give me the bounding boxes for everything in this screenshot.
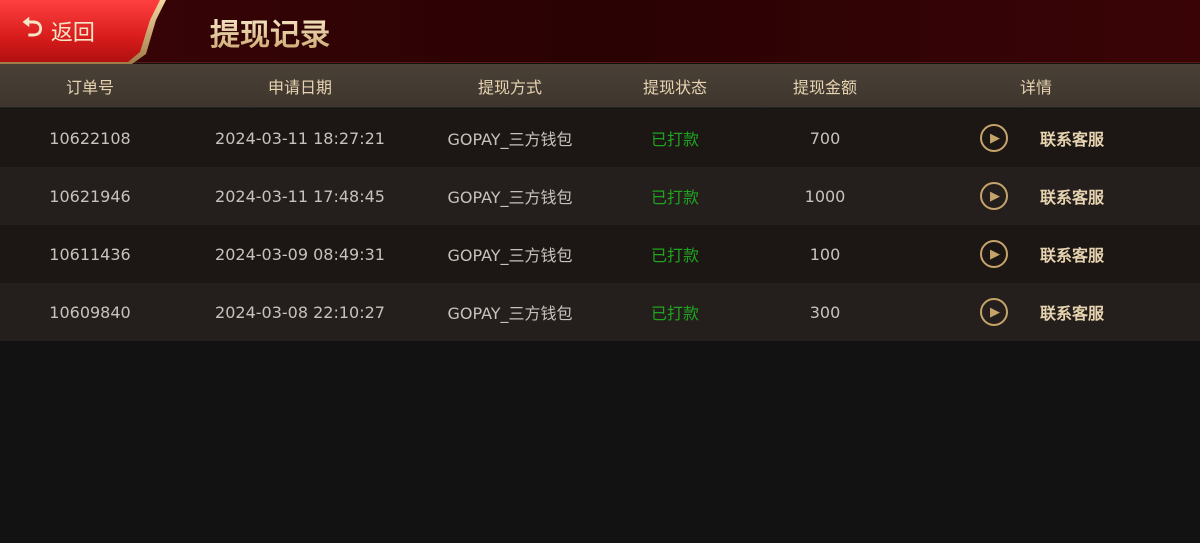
play-arrow-icon: ▶ [980,182,1008,210]
withdraw-method: GOPAY_三方钱包 [447,246,573,265]
column-header-amount: 提现金额 [792,77,858,97]
table-header: 订单号 申请日期 提现方式 提现状态 提现金额 详情 [0,64,1200,108]
table-row: 10611436 2024-03-09 08:49:31 GOPAY_三方钱包 … [0,225,1200,283]
back-label: 返回 [50,21,95,46]
contact-support-button[interactable]: ▶ 联系客服 [980,225,1104,283]
play-arrow-icon: ▶ [980,240,1008,268]
order-number: 10611436 [49,244,131,264]
page-title: 提现记录 [210,10,330,54]
apply-date: 2024-03-11 18:27:21 [215,128,385,148]
amount: 100 [809,244,841,264]
withdraw-method: GOPAY_三方钱包 [447,188,573,207]
contact-support-button[interactable]: ▶ 联系客服 [980,167,1104,225]
column-header-date: 申请日期 [267,77,333,97]
apply-date: 2024-03-08 22:10:27 [215,302,385,322]
order-number: 10622108 [49,128,131,148]
column-header-method: 提现方式 [477,77,543,97]
back-arrow-icon: ⮌ [22,13,43,43]
order-number: 10609840 [49,302,131,322]
table-row: 10622108 2024-03-11 18:27:21 GOPAY_三方钱包 … [0,109,1200,167]
amount: 700 [809,128,841,148]
contact-support-label: 联系客服 [1040,188,1105,207]
back-button[interactable]: ⮌ 返回 [0,0,160,62]
column-header-detail: 详情 [1019,77,1053,97]
contact-support-label: 联系客服 [1040,246,1105,265]
withdraw-method: GOPAY_三方钱包 [447,304,573,323]
contact-support-button[interactable]: ▶ 联系客服 [980,283,1104,341]
apply-date: 2024-03-11 17:48:45 [215,186,385,206]
contact-support-button[interactable]: ▶ 联系客服 [980,109,1104,167]
apply-date: 2024-03-09 08:49:31 [215,244,385,264]
status-badge: 已打款 [650,188,700,207]
table-row: 10621946 2024-03-11 17:48:45 GOPAY_三方钱包 … [0,167,1200,225]
play-arrow-icon: ▶ [980,298,1008,326]
contact-support-label: 联系客服 [1040,304,1105,323]
order-number: 10621946 [49,186,131,206]
column-header-order: 订单号 [65,77,115,97]
table-row: 10609840 2024-03-08 22:10:27 GOPAY_三方钱包 … [0,283,1200,341]
withdraw-method: GOPAY_三方钱包 [447,130,573,149]
status-badge: 已打款 [650,304,700,323]
status-badge: 已打款 [650,246,700,265]
top-bar: ⮌ 返回 提现记录 [0,0,1200,64]
column-header-status: 提现状态 [642,77,708,97]
amount: 300 [809,302,841,322]
contact-support-label: 联系客服 [1040,130,1105,149]
status-badge: 已打款 [650,130,700,149]
play-arrow-icon: ▶ [980,124,1008,152]
amount: 1000 [804,186,846,206]
